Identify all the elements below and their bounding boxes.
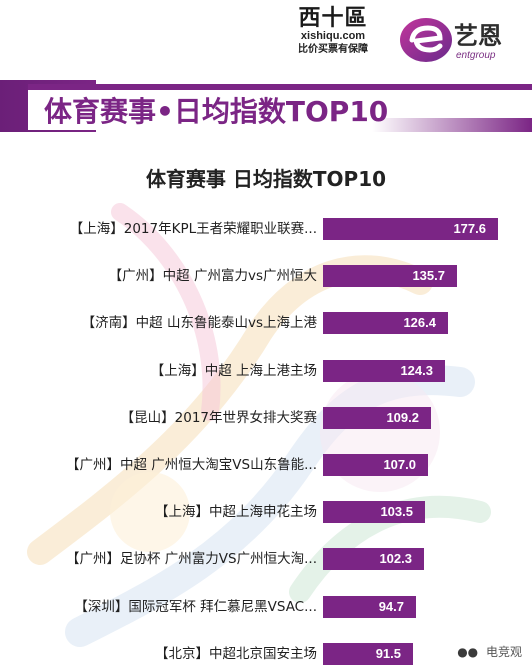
bar <box>323 595 416 618</box>
entgroup-logo: 艺恩 entgroup <box>398 10 528 70</box>
bar-value-label: 109.2 <box>386 409 419 425</box>
watermark-text: 电竞观 <box>485 645 522 659</box>
category-label: 【北京】中超北京国安主场 <box>155 645 317 662</box>
category-label: 【上海】中超 上海上港主场 <box>150 362 317 379</box>
category-label: 【深圳】国际冠军杯 拜仁慕尼黑VSAC... <box>74 598 317 615</box>
bar <box>323 312 448 335</box>
watermark: ●● 电竞观 <box>457 643 522 660</box>
bar-value-label: 177.6 <box>453 221 486 236</box>
bar <box>323 548 424 571</box>
bar <box>323 265 457 288</box>
category-label: 【济南】中超 山东鲁能泰山vs上海上港 <box>81 315 317 332</box>
bar <box>323 454 428 476</box>
entgroup-cn: 艺恩 <box>454 22 502 50</box>
xishiqu-domain: xishiqu.com <box>300 30 366 42</box>
bar-value-label: 102.3 <box>379 551 412 567</box>
category-label: 【广州】足协杯 广州富力VS广州恒大淘... <box>66 551 317 568</box>
wechat-icon: ●● <box>457 645 479 659</box>
bar-value-label: 126.4 <box>403 315 436 331</box>
xishiqu-logo-mark: 西十區 <box>298 5 368 31</box>
category-label: 【上海】中超上海申花主场 <box>155 504 317 521</box>
xishiqu-logo: 西十區 xishiqu.com 比价买票有保障 <box>268 6 398 57</box>
bar-value-label: 107.0 <box>383 457 416 472</box>
category-label: 【广州】中超 广州富力vs广州恒大 <box>108 268 317 285</box>
bar-value-label: 103.5 <box>380 504 413 520</box>
bar <box>323 642 413 665</box>
entgroup-e-icon <box>400 18 452 62</box>
category-label: 【上海】2017年KPL王者荣耀职业联赛... <box>69 221 317 237</box>
bar <box>323 218 498 240</box>
bar <box>323 501 425 524</box>
bar <box>323 406 431 429</box>
title-banner: 体育赛事•日均指数TOP10 <box>0 80 532 132</box>
bar-value-label: 135.7 <box>412 268 445 284</box>
banner-title: 体育赛事•日均指数TOP10 <box>44 95 389 128</box>
chart-title: 体育赛事 日均指数TOP10 <box>145 167 387 191</box>
xishiqu-slogan: 比价买票有保障 <box>298 44 368 55</box>
category-label: 【昆山】2017年世界女排大奖赛 <box>120 409 317 426</box>
bar-value-label: 94.7 <box>378 598 404 614</box>
banner-corner <box>372 118 532 132</box>
bar <box>323 359 445 382</box>
bar-value-label: 91.5 <box>375 645 401 661</box>
bar-value-label: 124.3 <box>400 362 433 378</box>
category-label: 【广州】中超 广州恒大淘宝VS山东鲁能... <box>66 457 317 473</box>
decorative-background <box>27 203 491 647</box>
entgroup-en: entgroup <box>456 50 496 61</box>
header: 西十區 xishiqu.com 比价买票有保障 艺恩 entgroup <box>0 0 532 78</box>
